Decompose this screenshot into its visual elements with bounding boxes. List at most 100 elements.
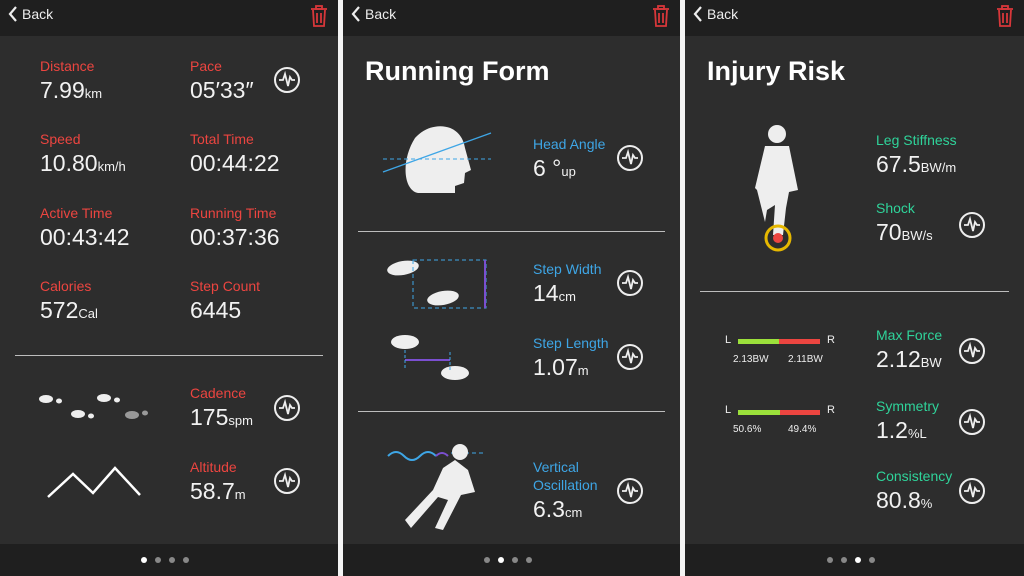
balance-right-value: 2.11BW (788, 354, 823, 365)
metric: Symmetry 1.2%L (876, 397, 971, 449)
balance-left: L (725, 404, 732, 416)
metric: Head Angle 6 °up (533, 135, 628, 187)
top-bar (685, 0, 1024, 36)
value-number: 80.8 (876, 487, 921, 513)
balance-right: R (827, 334, 835, 346)
value-number: 175 (190, 404, 229, 430)
metric: Step Width 14cm (533, 260, 628, 312)
metric-label: Active Time (40, 205, 113, 221)
value-number: 00:37:36 (190, 224, 280, 250)
divider (358, 411, 665, 412)
metric: Max Force 2.12BW (876, 326, 971, 378)
trash-icon (997, 5, 1013, 27)
metric-value: 80.8% (876, 485, 971, 519)
metric: Pace 05′33″ (190, 57, 285, 105)
metric-value: 67.5BW/m (876, 149, 971, 183)
metric-value: 14cm (533, 278, 628, 312)
value-unit: % (920, 496, 933, 511)
trash-icon (311, 5, 327, 27)
metric-label: Max Force (876, 327, 943, 343)
metric: Running Time 00:37:36 (190, 204, 285, 252)
value-unit: up (561, 164, 576, 179)
value-unit: m (234, 487, 246, 502)
back-label: Back (707, 6, 739, 22)
value-number: 572 (40, 297, 79, 323)
balance-left-value: 50.6% (733, 424, 762, 435)
page-dot[interactable] (868, 557, 875, 563)
value-number: 00:43:42 (40, 224, 130, 250)
metric: Speed 10.80km/h (40, 130, 135, 182)
phone-screen: Back Injury Risk Leg Stiffness 67.5BW/m Shoc… (685, 0, 1024, 576)
metric-value: 6 °up (533, 153, 628, 187)
back-button[interactable]: Back (8, 6, 53, 22)
metric-label: Step Count (190, 278, 261, 294)
page-dot[interactable] (169, 557, 175, 563)
metric: Consistency 80.8% (876, 467, 971, 519)
metric-value: 00:43:42 (40, 222, 135, 252)
balance-right-value: 49.4% (788, 424, 817, 435)
metric: Altitude 58.7m (190, 458, 285, 510)
metric: Active Time 00:43:42 (40, 204, 135, 252)
page-dot[interactable] (183, 557, 189, 563)
divider (358, 231, 665, 232)
value-unit: Cal (78, 306, 98, 321)
page-dot[interactable] (483, 557, 490, 563)
illustration (382, 126, 643, 530)
metric-label: Step Width (533, 261, 602, 277)
metric-value: 10.80km/h (40, 148, 135, 182)
value-unit: BW/m (920, 160, 957, 175)
metric: Distance 7.99km (40, 57, 135, 109)
page-dot[interactable] (511, 557, 518, 563)
metric-value: 7.99km (40, 75, 135, 109)
metric-value: 1.07m (533, 352, 628, 386)
back-button[interactable]: Back (693, 6, 738, 22)
value-unit: km (84, 86, 103, 101)
metric-label: Consistency (876, 468, 953, 484)
value-number: 58.7 (190, 478, 235, 504)
top-bar (343, 0, 680, 36)
metric: Cadence 175spm (190, 384, 285, 436)
delete-button[interactable] (996, 5, 1014, 32)
screen-title: Injury Risk (707, 56, 846, 86)
page-dot[interactable] (525, 557, 532, 563)
metric-label: Vertical Oscillation (533, 459, 598, 493)
metric: Step Length 1.07m (533, 334, 628, 386)
metric: Leg Stiffness 67.5BW/m (876, 131, 971, 183)
value-unit: %L (907, 426, 927, 441)
value-number: 6.3 (533, 496, 565, 522)
value-unit: BW (920, 355, 942, 370)
value-unit: cm (558, 289, 576, 304)
metric-value: 572Cal (40, 295, 135, 329)
back-label: Back (365, 6, 397, 22)
balance-left: L (725, 334, 732, 346)
value-number: 7.99 (40, 77, 85, 103)
value-unit: spm (228, 413, 253, 428)
metric-label: Pace (190, 58, 222, 74)
delete-button[interactable] (310, 5, 328, 32)
metric-label: Cadence (190, 385, 247, 401)
page-dot[interactable] (854, 557, 861, 563)
phone-screen: Back Running Form Head Angle 6 °up Step Widt… (343, 0, 680, 576)
back-button[interactable]: Back (351, 6, 396, 22)
page-dot[interactable] (840, 557, 847, 563)
page-dot[interactable] (141, 557, 147, 563)
divider (15, 355, 323, 356)
back-chevron (351, 6, 360, 22)
metric-value: 6.3cm (533, 494, 628, 528)
metric-label: Leg Stiffness (876, 132, 957, 148)
delete-button[interactable] (652, 5, 670, 32)
phone-screen: Back Distance 7.99km Pace 05′33″ Speed 10.80km… (0, 0, 338, 576)
metric-label: Head Angle (533, 136, 606, 152)
divider (700, 291, 1009, 292)
back-chevron (8, 6, 17, 22)
trash-icon (653, 5, 669, 27)
page-dot[interactable] (155, 557, 161, 563)
metric-value: 6445 (190, 295, 285, 325)
metric-value: 58.7m (190, 476, 285, 510)
metric-label: Symmetry (876, 398, 939, 414)
page-dot[interactable] (826, 557, 833, 563)
metric-value: 05′33″ (190, 75, 285, 105)
metric-label: Shock (876, 200, 915, 216)
page-dot[interactable] (497, 557, 504, 563)
